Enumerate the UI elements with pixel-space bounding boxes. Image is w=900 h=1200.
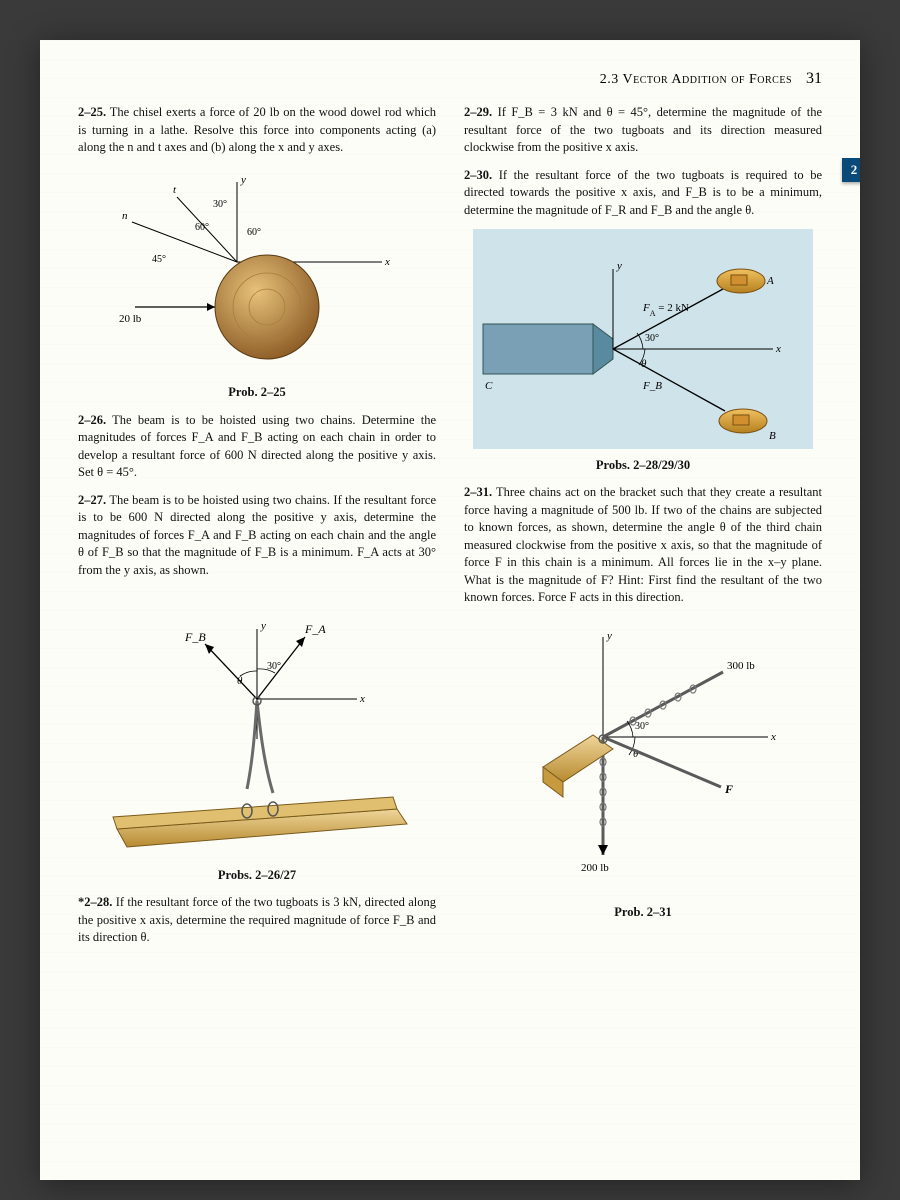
figure-2-31-label: Prob. 2–31 <box>464 904 822 922</box>
axis-x-label: x <box>775 343 781 355</box>
angle-60a: 60° <box>195 222 209 233</box>
problem-number: 2–26. <box>78 413 106 427</box>
force-F-label: F <box>724 782 733 796</box>
page-header: 2.3 Vector Addition of Forces 31 <box>78 70 822 88</box>
problem-text: Three chains act on the bracket such tha… <box>464 485 822 604</box>
axis-x-label: x <box>770 731 776 743</box>
angle-30-label: 30° <box>267 661 281 672</box>
axis-y-label: y <box>616 260 622 272</box>
axis-n-label: n <box>122 210 128 222</box>
problem-text: The beam is to be hoisted using two chai… <box>78 493 436 577</box>
section-title: 2.3 Vector Addition of Forces <box>600 72 792 88</box>
problem-text: If the resultant force of the two tugboa… <box>78 895 436 944</box>
angle-30: 30° <box>213 199 227 210</box>
axis-x-label: x <box>359 693 365 705</box>
chains <box>247 701 273 793</box>
figure-2-28-30-svg: C y x FA = 2 kN F_B 30° <box>473 229 813 449</box>
axis-y-label: y <box>606 630 612 642</box>
figure-2-31-svg: y x 300 lb 30° θ F <box>483 617 803 897</box>
force-20lb: 20 lb <box>119 313 142 325</box>
label-C: C <box>485 380 493 392</box>
problem-2-28: *2–28. If the resultant force of the two… <box>78 894 436 947</box>
axis-y-label: y <box>240 174 246 186</box>
problem-2-29: 2–29. If F_B = 3 kN and θ = 45°, determi… <box>464 104 822 157</box>
figure-2-31: y x 300 lb 30° θ F <box>464 617 822 922</box>
force-200-label: 200 lb <box>581 862 609 874</box>
axis-x-label: x <box>384 256 390 268</box>
angle-30-label: 30° <box>645 333 659 344</box>
problem-number: 2–25. <box>78 105 106 119</box>
figure-2-26-27: y x F_A F_B 30° θ <box>78 589 436 884</box>
problem-number: *2–28. <box>78 895 112 909</box>
content-columns: 2–25. The chisel exerts a force of 20 lb… <box>78 104 822 947</box>
axis-y-label: y <box>260 620 266 632</box>
problem-number: 2–30. <box>464 168 492 182</box>
figure-2-25-svg: t y x n 30° 60° 60° 45° <box>97 167 417 377</box>
label-A: A <box>766 275 774 287</box>
figure-2-28-30-label: Probs. 2–28/29/30 <box>464 457 822 475</box>
page-number: 31 <box>806 70 822 88</box>
theta-label: θ <box>237 675 243 687</box>
angle-60b: 60° <box>247 227 261 238</box>
theta-label: θ <box>641 358 647 370</box>
problem-number: 2–27. <box>78 493 106 507</box>
problem-2-25: 2–25. The chisel exerts a force of 20 lb… <box>78 104 436 157</box>
angle-45: 45° <box>152 254 166 265</box>
fb-label: F_B <box>184 630 206 644</box>
figure-2-26-27-label: Probs. 2–26/27 <box>78 867 436 885</box>
problem-2-30: 2–30. If the resultant force of the two … <box>464 167 822 220</box>
axis-t-label: t <box>173 184 177 196</box>
figure-2-25: t y x n 30° 60° 60° 45° <box>78 167 436 402</box>
fa-label: F_A <box>304 622 326 636</box>
beam <box>113 797 407 847</box>
page-sheet: 2 2.3 Vector Addition of Forces 31 2–25.… <box>40 40 860 1180</box>
chapter-tab: 2 <box>842 158 860 182</box>
figure-2-28-30: C y x FA = 2 kN F_B 30° <box>464 229 822 474</box>
problem-2-31: 2–31. Three chains act on the bracket su… <box>464 484 822 607</box>
figure-2-26-27-svg: y x F_A F_B 30° θ <box>97 589 417 859</box>
label-B: B <box>769 430 776 442</box>
problem-text: If the resultant force of the two tugboa… <box>464 168 822 217</box>
chain-300 <box>603 672 723 737</box>
chain-F <box>603 737 721 787</box>
problem-text: If F_B = 3 kN and θ = 45°, determine the… <box>464 105 822 154</box>
problem-text: The beam is to be hoisted using two chai… <box>78 413 436 480</box>
problem-2-27: 2–27. The beam is to be hoisted using tw… <box>78 492 436 580</box>
problem-number: 2–29. <box>464 105 492 119</box>
angle-30-label: 30° <box>635 721 649 732</box>
problem-text: The chisel exerts a force of 20 lb on th… <box>78 105 436 154</box>
figure-2-25-label: Prob. 2–25 <box>78 384 436 402</box>
force-300-label: 300 lb <box>727 660 755 672</box>
problem-2-26: 2–26. The beam is to be hoisted using tw… <box>78 412 436 482</box>
fb-label: F_B <box>642 380 662 392</box>
problem-number: 2–31. <box>464 485 492 499</box>
